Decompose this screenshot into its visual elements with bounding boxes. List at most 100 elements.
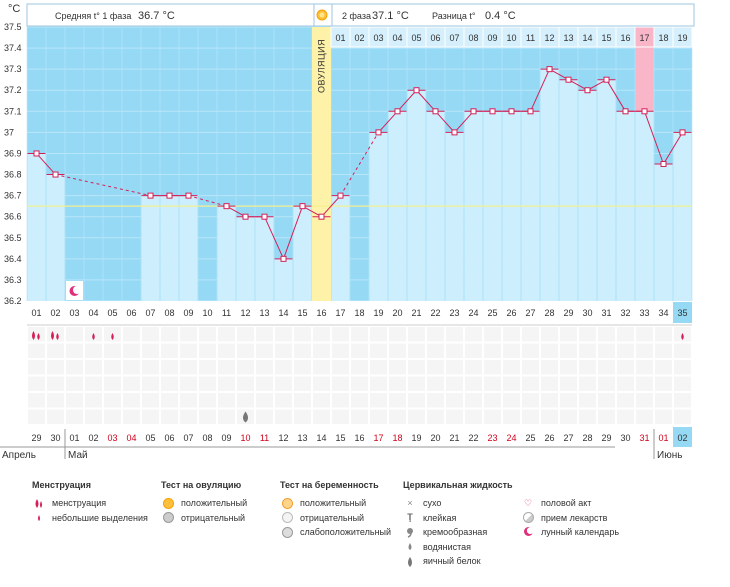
egg-white-icon: [243, 411, 248, 423]
marker-cell: [636, 327, 653, 342]
phase2-day-label: 15: [601, 33, 611, 43]
temp-bar: [540, 69, 559, 302]
y-tick-label: 37.3: [4, 64, 22, 74]
phase2-day-label: 11: [526, 33, 535, 43]
marker-cell: [655, 409, 672, 424]
marker-cell: [408, 360, 425, 375]
phase2-day-label: 17: [639, 33, 649, 43]
calendar-date-label: 17: [373, 433, 383, 443]
marker-cell: [351, 343, 368, 358]
temp-bar: [673, 132, 692, 301]
marker-cell: [85, 409, 102, 424]
phase2-day-label: 03: [373, 33, 383, 43]
marker-cell: [218, 327, 235, 342]
line-segment: [397, 89, 417, 112]
line-segment: [36, 153, 56, 175]
calendar-date-label: 08: [202, 433, 212, 443]
marker-cell: [313, 393, 330, 408]
legend-other: . ♡половой акт прием лекарств лунный кал…: [521, 480, 619, 540]
marker-cell: [332, 360, 349, 375]
temp-point: [508, 108, 515, 115]
marker-cell: [142, 327, 159, 342]
line-segment: [587, 79, 607, 91]
phase2-day-label: 18: [658, 33, 668, 43]
legend-item: прием лекарств: [541, 512, 608, 523]
cycle-day-label: 04: [88, 308, 98, 318]
marker-cell: [465, 360, 482, 375]
calendar-date-label: 29: [31, 433, 41, 443]
marker-cell: [484, 376, 501, 391]
temp-bar: [46, 174, 65, 301]
marker-cell: [598, 409, 615, 424]
marker-cell: [47, 393, 64, 408]
marker-cell: [47, 360, 64, 375]
cycle-day-label: 13: [259, 308, 269, 318]
cycle-day-label: 28: [544, 308, 554, 318]
marker-cell: [199, 393, 216, 408]
y-tick-label: 36.5: [4, 233, 22, 243]
temperature-points: [27, 66, 692, 262]
temp-point: [185, 192, 192, 199]
marker-cell: [617, 327, 634, 342]
marker-cell: [522, 360, 539, 375]
drop-pair-icon: [51, 331, 54, 340]
phase2-day-label: 19: [677, 33, 687, 43]
marker-cell: [351, 393, 368, 408]
cycle-day-label: 32: [620, 308, 630, 318]
marker-cell: [237, 393, 254, 408]
marker-cell: [351, 360, 368, 375]
marker-cell: [617, 360, 634, 375]
temp-bar: [141, 195, 160, 301]
marker-cell: [161, 409, 178, 424]
marker-cell: [636, 360, 653, 375]
legend-title: Тест на беременность: [280, 480, 379, 490]
marker-cell: [28, 327, 45, 342]
diff-value: 0.4 °C: [485, 10, 516, 22]
temp-bar: [274, 258, 293, 301]
temp-bar: [255, 216, 274, 301]
temp-bar: [445, 132, 464, 301]
sun-grey-icon: [161, 512, 175, 524]
temp-point: [223, 203, 230, 210]
marker-cell: [351, 327, 368, 342]
cycle-day-label: 34: [658, 308, 668, 318]
line-segment: [302, 205, 322, 218]
marker-cell: [484, 343, 501, 358]
line-segment: [416, 89, 436, 112]
marker-cell: [484, 409, 501, 424]
temp-bar: [27, 153, 46, 301]
marker-cell: [199, 343, 216, 358]
moon-icon-mask: [73, 286, 81, 294]
temp-point: [622, 108, 629, 115]
legend-item: отрицательный: [300, 512, 365, 523]
marker-cell: [218, 393, 235, 408]
marker-cell: [636, 376, 653, 391]
ovulation-band: [312, 27, 331, 325]
temp-point: [679, 129, 686, 136]
cycle-day-label: 23: [449, 308, 459, 318]
temp-point: [546, 66, 553, 73]
temp-point: [242, 213, 249, 220]
phase2-day-label: 04: [392, 33, 402, 43]
marker-cell: [180, 360, 197, 375]
drop-icon: [92, 333, 95, 340]
marker-cell: [579, 409, 596, 424]
marker-cell: [180, 376, 197, 391]
calendar-date-label: 04: [126, 433, 136, 443]
marker-cell: [541, 376, 558, 391]
marker-cell: [161, 376, 178, 391]
marker-cell: [636, 393, 653, 408]
phase2-day-label: 02: [354, 33, 364, 43]
marker-cell: [389, 376, 406, 391]
line-segment: [530, 68, 550, 112]
cycle-day-label: 19: [373, 308, 383, 318]
temp-point: [660, 161, 667, 167]
marker-cell: [142, 343, 159, 358]
marker-cell: [351, 376, 368, 391]
marker-cell: [503, 376, 520, 391]
legend-pregnancy-test: Тест на беременность положительный отриц…: [280, 480, 391, 540]
heart-icon: ♡: [523, 497, 533, 508]
month-label: Июнь: [657, 450, 682, 461]
line-segment: [606, 79, 626, 112]
comma-icon: [403, 527, 417, 538]
